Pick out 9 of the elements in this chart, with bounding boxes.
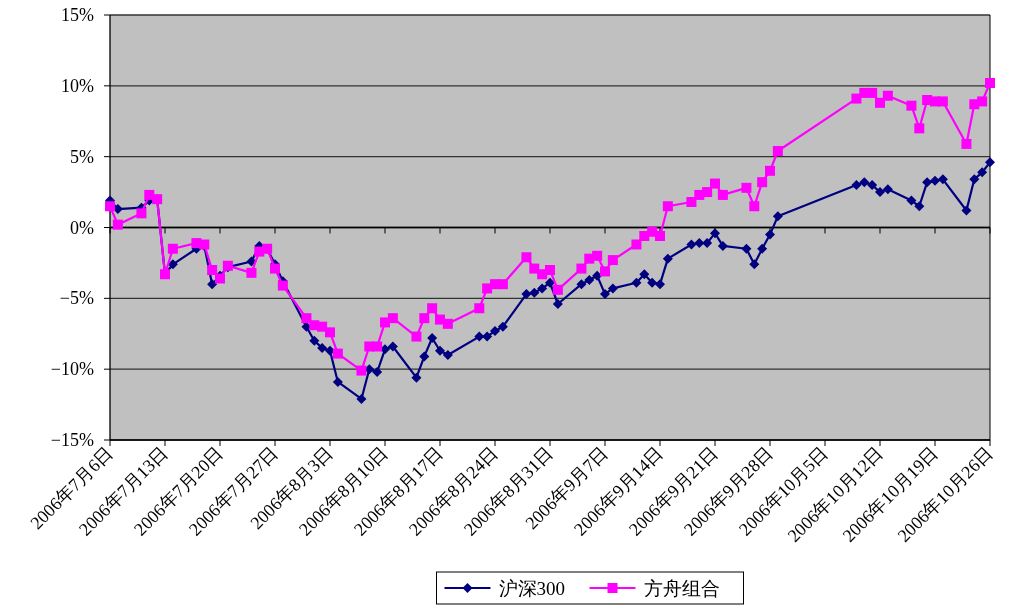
y-tick-label: 10% — [61, 75, 94, 96]
legend-label: 方舟组合 — [643, 578, 720, 599]
y-tick-label: −10% — [50, 359, 94, 380]
y-tick-label: −15% — [50, 430, 94, 450]
y-tick-label: 0% — [70, 217, 94, 238]
y-tick-label: 15% — [61, 5, 94, 25]
legend-label: 沪深300 — [498, 578, 565, 599]
y-tick-label: 5% — [70, 146, 94, 167]
y-tick-label: −5% — [59, 288, 94, 309]
